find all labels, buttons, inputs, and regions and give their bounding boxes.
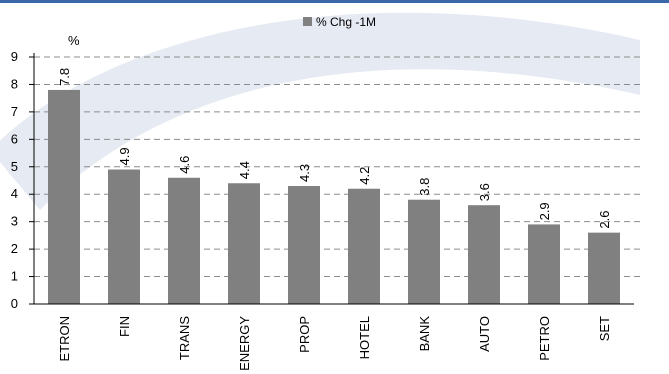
x-tick-labels: ETRON FIN TRANS ENERGY PROP HOTEL BANK AUTO PETR… [57,316,612,371]
watermark-shape [0,12,640,210]
bar-bank [408,199,440,304]
y-tick-label: 5 [11,159,18,174]
y-tick-label: 7 [11,104,18,119]
legend-swatch [303,17,312,26]
y-tick-label: 8 [11,76,18,91]
bar-trans [168,177,200,304]
background-watermark [0,12,640,210]
y-tick-label: 6 [11,131,18,146]
x-tick-label: TRANS [177,316,192,360]
y-tick-label: 2 [11,241,18,256]
data-label: 4.3 [297,164,312,182]
legend-label: % Chg -1M [316,15,376,29]
data-label: 3.6 [477,183,492,201]
x-tick-label: HOTEL [357,316,372,359]
data-label: 2.9 [537,202,552,220]
bar-prop [288,185,320,304]
bar-fin [108,169,140,304]
y-tick-label: 1 [11,269,18,284]
bar-petro [528,224,560,304]
axes [33,53,634,305]
data-label: 4.4 [237,161,252,179]
data-label: 4.6 [177,156,192,174]
data-labels: 7.8 4.9 4.6 4.4 4.3 4.2 3.8 3.6 2.9 2.6 [57,68,612,229]
data-label: 3.8 [417,178,432,196]
data-label: 2.6 [597,211,612,229]
data-label: 4.9 [117,147,132,165]
y-tick-label: 0 [11,296,18,311]
x-tick-label: PETRO [537,316,552,361]
x-tick-label: AUTO [477,316,492,352]
bar-auto [468,205,500,304]
y-tick-label: 3 [11,214,18,229]
x-tick-label: FIN [117,316,132,337]
y-axis-label: % [68,33,80,48]
data-label: 7.8 [57,68,72,86]
data-label: 4.2 [357,167,372,185]
header-rule [0,0,669,3]
legend: % Chg -1M [303,15,376,29]
bars [48,89,620,304]
bar-set [588,232,620,304]
x-tick-label: BANK [417,316,432,352]
x-tick-label: PROP [297,316,312,353]
y-tick-label: 9 [11,49,18,64]
y-tick-label: 4 [11,186,18,201]
x-tick-label: SET [597,316,612,341]
bar-energy [228,183,260,304]
y-tick-labels: 0 1 2 3 4 5 6 7 8 9 [11,49,18,311]
bar-etron [48,89,80,304]
bar-hotel [348,188,380,304]
x-tick-label: ETRON [57,316,72,362]
x-tick-label: ENERGY [237,316,252,371]
